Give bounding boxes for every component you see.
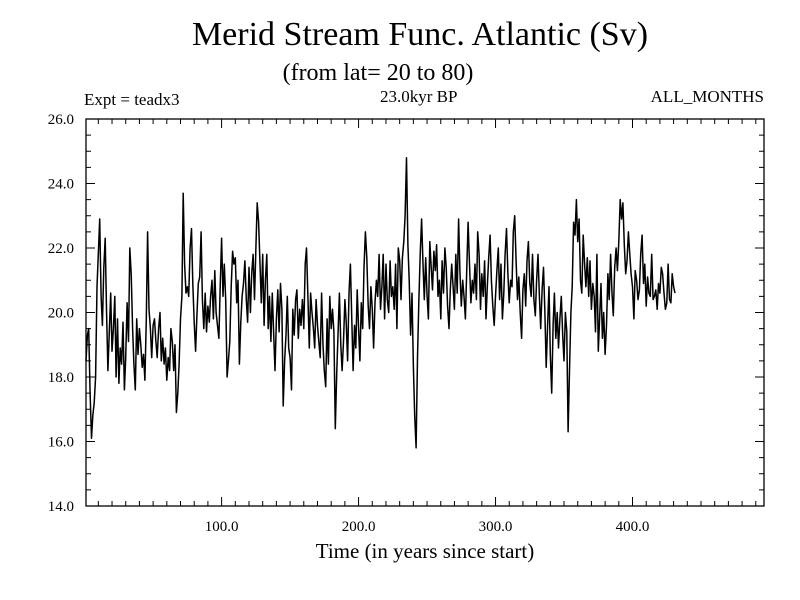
x-tick-label: 100.0 [205,519,239,535]
x-axis-label: Time (in years since start) [315,539,535,563]
series-line [85,156,676,449]
y-tick-label: 22.0 [48,241,74,257]
epoch-label: 23.0kyr BP [380,87,458,106]
y-tick-label: 18.0 [48,370,74,386]
period-label: ALL_MONTHS [650,87,764,106]
experiment-label: Expt = teadx3 [84,90,180,109]
x-tick-label: 400.0 [616,519,650,535]
axis-tick-labels: 14.0 16.0 18.0 20.0 22.0 24.0 26.0 100.0 200.0 30… [48,112,650,535]
chart-subtitle: (from lat= 20 to 80) [282,60,474,86]
axis-ticks [86,118,764,507]
x-tick-label: 200.0 [342,519,376,535]
y-tick-label: 14.0 [48,499,74,515]
y-tick-label: 24.0 [48,177,74,193]
y-tick-label: 16.0 [48,435,74,451]
y-tick-label: 26.0 [48,112,74,128]
chart-title: Merid Stream Func. Atlantic (Sv) [191,16,649,53]
x-tick-label: 300.0 [479,519,513,535]
y-tick-label: 20.0 [48,306,74,322]
plot-frame [85,118,765,507]
